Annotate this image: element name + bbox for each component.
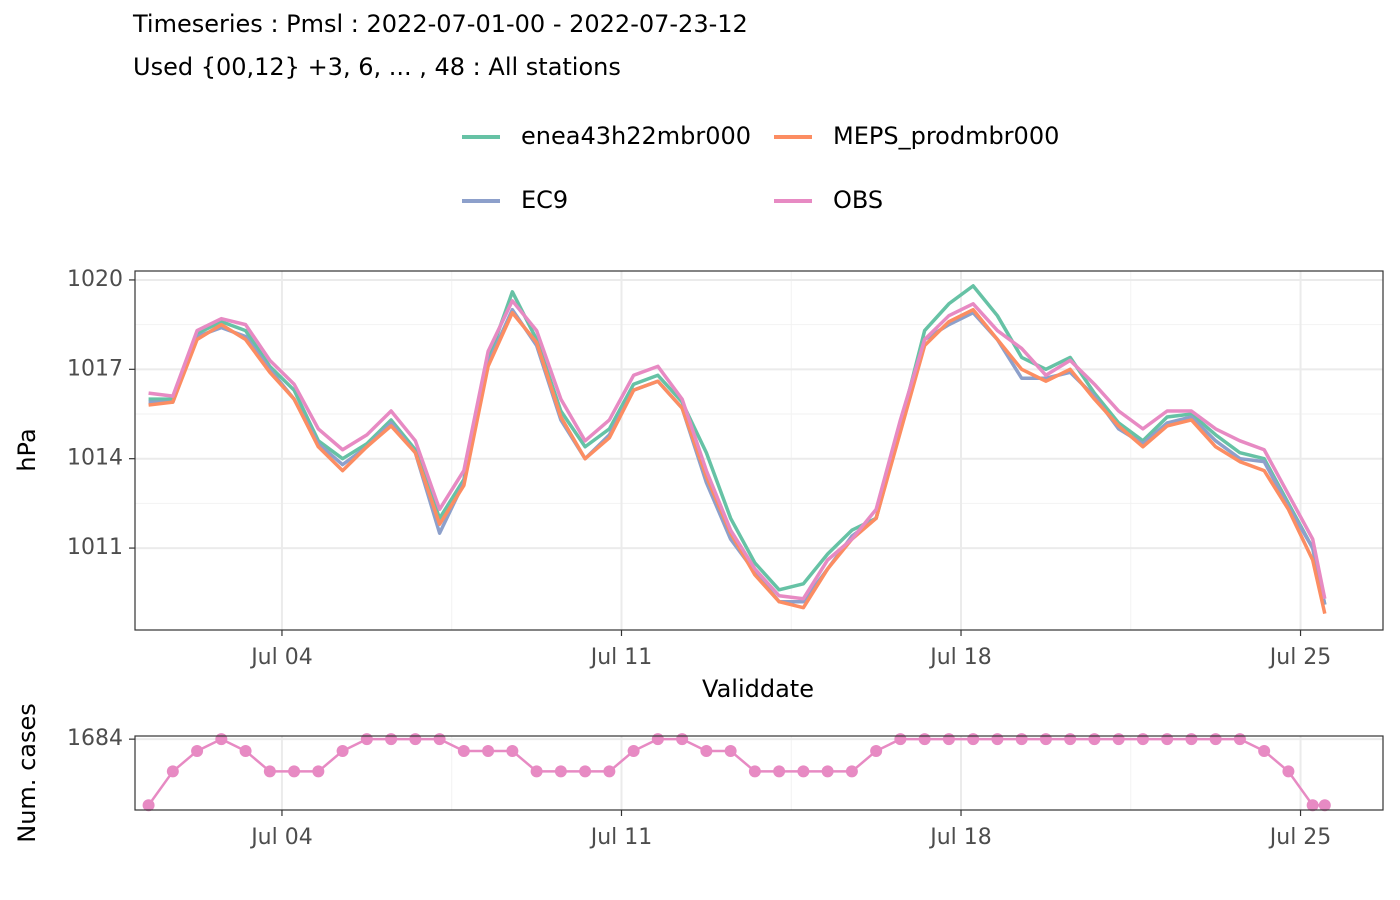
point <box>651 733 664 746</box>
y-axis-title: hPa <box>13 428 41 471</box>
point <box>142 799 155 812</box>
point <box>263 765 276 778</box>
y-tick-label: 1017 <box>67 356 123 381</box>
point <box>1161 733 1174 746</box>
chart-title: Timeseries : Pmsl : 2022-07-01-00 - 2022… <box>132 10 748 38</box>
point <box>676 733 689 746</box>
x-tick-label: Jul 04 <box>249 645 313 670</box>
point <box>1318 799 1331 812</box>
y-axis-title: Num. cases <box>13 703 41 842</box>
point <box>748 765 761 778</box>
x-tick-label: Jul 11 <box>589 645 653 670</box>
series-line <box>148 284 1327 606</box>
point <box>433 733 446 746</box>
y-tick-label: 1684 <box>67 726 123 751</box>
point <box>918 733 931 746</box>
plot-border <box>134 735 1384 811</box>
point <box>991 733 1004 746</box>
point <box>312 765 325 778</box>
point <box>1209 733 1222 746</box>
point <box>360 733 373 746</box>
point <box>1136 733 1149 746</box>
y-tick-label: 1014 <box>67 446 123 471</box>
point <box>506 744 519 757</box>
legend-label: EC9 <box>521 186 568 214</box>
legend-label: MEPS_prodmbr000 <box>833 122 1059 150</box>
legend-label: enea43h22mbr000 <box>521 122 751 150</box>
point <box>894 733 907 746</box>
x-axis-title: Validdate <box>702 675 814 703</box>
point <box>1185 733 1198 746</box>
point <box>1282 765 1295 778</box>
point <box>482 744 495 757</box>
point <box>1088 733 1101 746</box>
point <box>385 733 398 746</box>
point <box>457 744 470 757</box>
chart-subtitle: Used {00,12} +3, 6, ... , 48 : All stati… <box>133 53 621 81</box>
point <box>554 765 567 778</box>
x-tick-label: Jul 11 <box>589 825 653 850</box>
point <box>797 765 810 778</box>
x-tick-label: Jul 25 <box>1268 645 1332 670</box>
x-tick-label: Jul 18 <box>928 645 992 670</box>
x-tick-label: Jul 04 <box>249 825 313 850</box>
point <box>724 744 737 757</box>
point <box>942 733 955 746</box>
point <box>870 744 883 757</box>
point <box>700 744 713 757</box>
point <box>530 765 543 778</box>
point <box>1039 733 1052 746</box>
point <box>821 765 834 778</box>
point <box>773 765 786 778</box>
point <box>1233 733 1246 746</box>
point <box>1015 733 1028 746</box>
series-line <box>148 299 1327 601</box>
point <box>1306 799 1319 812</box>
legend-label: OBS <box>833 186 883 214</box>
point <box>1064 733 1077 746</box>
point <box>288 765 301 778</box>
y-tick-label: 1020 <box>67 267 123 292</box>
point <box>239 744 252 757</box>
point <box>409 733 422 746</box>
x-tick-label: Jul 25 <box>1268 825 1332 850</box>
point <box>603 765 616 778</box>
y-tick-label: 1011 <box>67 535 123 560</box>
plot-border <box>134 270 1384 631</box>
point <box>191 744 204 757</box>
point <box>1112 733 1125 746</box>
point <box>627 744 640 757</box>
series-line <box>148 307 1327 615</box>
point <box>166 765 179 778</box>
point <box>1258 744 1271 757</box>
x-tick-label: Jul 18 <box>928 825 992 850</box>
point <box>845 765 858 778</box>
point <box>579 765 592 778</box>
point <box>336 744 349 757</box>
point <box>967 733 980 746</box>
point <box>215 733 228 746</box>
